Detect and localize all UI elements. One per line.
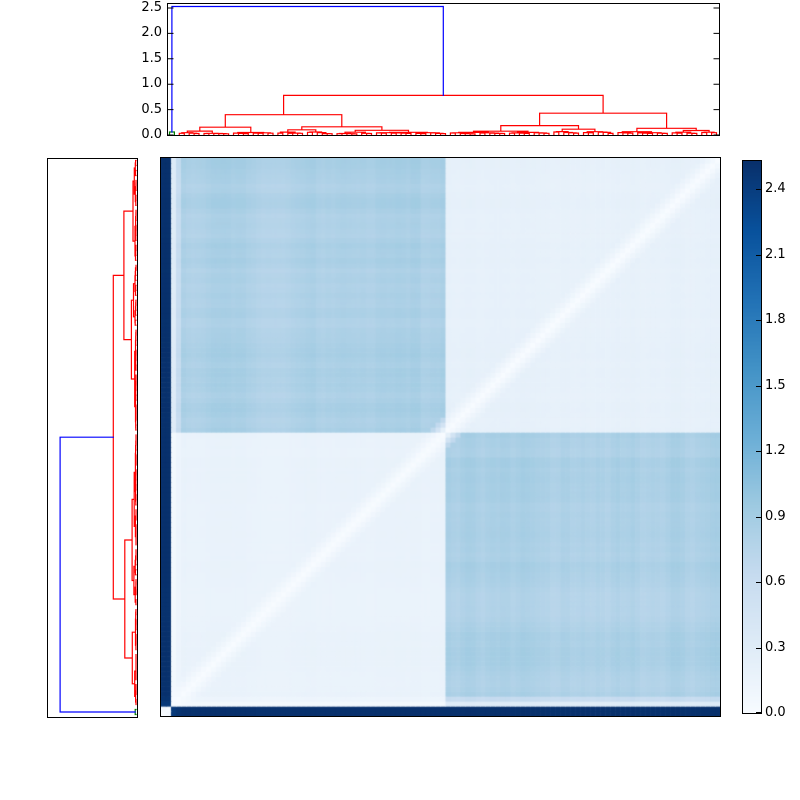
- colorbar-tick-label: 1.2: [765, 443, 786, 459]
- colorbar-tick-label: 2.4: [765, 181, 786, 197]
- colorbar-tick-mark: [756, 320, 761, 321]
- left-dendrogram-frame: [47, 158, 138, 718]
- dendrogram-link: [178, 94, 718, 136]
- top-dendrogram: [167, 3, 720, 136]
- top-dendrogram-y-tick-label: 2.0: [141, 25, 162, 41]
- colorbar-gradient: [743, 161, 761, 713]
- colorbar-tick-mark: [756, 517, 761, 518]
- top-dendrogram-y-tick-label: 0.5: [141, 101, 162, 117]
- colorbar-tick-label: 0.9: [765, 508, 786, 524]
- colorbar-tick-mark: [756, 582, 761, 583]
- top-dendrogram-y-tick-label: 2.5: [141, 0, 162, 15]
- dendrogram-link: [112, 159, 137, 706]
- colorbar-tick-label: 0.6: [765, 574, 786, 590]
- heatmap-frame: [160, 157, 721, 717]
- top-dendrogram-y-tick-label: 1.0: [141, 76, 162, 92]
- colorbar-tick-label: 0.0: [765, 705, 786, 720]
- colorbar-tick-mark: [756, 386, 761, 387]
- heatmap-matrix: [161, 158, 720, 716]
- colorbar-tick-label: 0.3: [765, 639, 786, 655]
- top-dendrogram-frame: [167, 3, 720, 136]
- left-dendrogram: [47, 158, 138, 718]
- colorbar-tick-label: 1.5: [765, 377, 786, 393]
- colorbar-tick-mark: [756, 451, 761, 452]
- top-dendrogram-y-tick-label: 1.5: [141, 50, 162, 66]
- top-dendrogram-y-tick-label: 0.0: [141, 127, 162, 142]
- colorbar-tick-mark: [756, 712, 761, 713]
- dendrogram-link: [171, 5, 444, 133]
- colorbar-tick-mark: [756, 648, 761, 649]
- dendrogram-link: [59, 436, 136, 713]
- colorbar-tick-mark: [756, 255, 761, 256]
- colorbar-tick-mark: [756, 189, 761, 190]
- colorbar-tick-label: 1.8: [765, 312, 786, 328]
- colorbar: [742, 160, 762, 714]
- dendrogram-link: [167, 7, 720, 136]
- colorbar-tick-label: 2.1: [765, 246, 786, 262]
